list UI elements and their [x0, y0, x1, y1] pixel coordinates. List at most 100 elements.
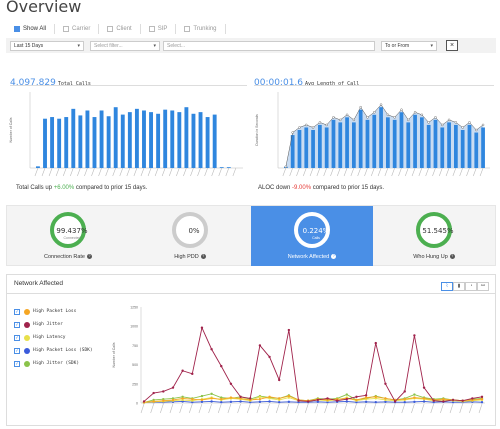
bar	[406, 122, 411, 168]
legend-item[interactable]: ✓ High Jitter	[14, 318, 93, 331]
x-tick-label	[350, 167, 355, 177]
help-icon[interactable]: ?	[331, 254, 337, 260]
series-point	[162, 390, 165, 393]
x-tick-label	[48, 167, 53, 177]
series-point	[364, 394, 368, 397]
series-point	[364, 400, 368, 404]
bar	[149, 112, 153, 168]
legend-item[interactable]: ✓ High Latency	[14, 331, 93, 344]
bar	[99, 110, 104, 168]
bar	[372, 114, 377, 168]
bar	[142, 110, 146, 168]
clear-filter-button[interactable]: ×	[446, 40, 458, 51]
bar	[358, 109, 363, 168]
x-tick-label	[147, 167, 152, 177]
series-point	[403, 397, 406, 401]
period-select[interactable]: Last 15 Days ▾	[10, 41, 84, 51]
x-tick-label	[343, 167, 348, 177]
series-point	[480, 395, 484, 399]
kpi-value: 51.545%	[422, 227, 454, 235]
x-tick-label	[208, 403, 212, 414]
kpi-label: High PDD?	[129, 254, 251, 260]
tab-trunking[interactable]: Trunking	[176, 24, 226, 34]
series-point	[200, 394, 204, 398]
bar	[440, 127, 445, 168]
filter-select[interactable]: Select filter... ▾	[90, 41, 160, 51]
prior-point	[413, 111, 417, 114]
tab-carrier[interactable]: Carrier	[55, 24, 100, 34]
series-point	[287, 394, 291, 398]
x-tick-label	[295, 403, 299, 414]
help-icon[interactable]: ?	[86, 254, 92, 260]
x-tick-label	[357, 167, 361, 177]
checkbox-icon[interactable]: ✓	[14, 360, 20, 367]
x-tick-label	[384, 167, 389, 177]
bar-chart-icon[interactable]: ▮	[453, 282, 465, 291]
checkbox-icon[interactable]: ✓	[14, 347, 20, 354]
x-tick-label	[370, 167, 375, 177]
kpi-network-affected[interactable]: 0.224% Calls Network Affected?	[251, 206, 373, 266]
help-icon[interactable]: ?	[200, 254, 206, 260]
direction-select[interactable]: To or From ▾	[381, 41, 437, 51]
value-select[interactable]: Select...	[163, 41, 375, 51]
series-point	[229, 396, 233, 399]
x-tick-label	[302, 167, 307, 177]
prior-point	[345, 113, 349, 116]
prior-point	[434, 116, 437, 119]
checkbox-icon[interactable]: ✓	[14, 308, 20, 315]
x-tick-label	[55, 167, 60, 177]
checkbox-icon[interactable]: ✓	[14, 334, 20, 341]
link-icon[interactable]: ⚯	[477, 282, 489, 291]
tab-client[interactable]: Client	[99, 24, 141, 34]
legend-item[interactable]: ✓ High Jitter (SDK)	[14, 357, 93, 370]
prior-period-line	[285, 104, 484, 167]
legend-item[interactable]: ✓ High Packet Loss	[14, 305, 93, 318]
x-tick-label	[256, 403, 261, 414]
network-affected-legend: ✓ High Packet Loss ✓ High Jitter ✓ High Laten…	[14, 305, 93, 370]
legend-color-dot	[24, 321, 30, 328]
bar	[57, 118, 62, 168]
x-tick-label	[466, 167, 470, 177]
series-point	[287, 328, 291, 332]
x-tick-label	[275, 403, 280, 414]
page-title: Overview	[6, 0, 82, 16]
x-tick-label	[362, 403, 367, 414]
kpi-label-text: Connection Rate	[44, 254, 85, 260]
x-tick-label	[225, 167, 230, 177]
total-calls-chart: Number of Calls	[9, 92, 243, 177]
kpi-high-pdd[interactable]: 0% High PDD?	[129, 206, 251, 266]
tab-label: Trunking	[193, 26, 217, 32]
x-tick-label	[398, 167, 402, 177]
bar	[474, 132, 479, 168]
prior-point	[454, 121, 458, 124]
prior-period-area	[285, 104, 484, 168]
tab-sip[interactable]: SIP	[141, 24, 177, 34]
x-tick-label	[432, 167, 436, 177]
prior-point	[441, 123, 444, 127]
legend-item[interactable]: ✓ High Packet Loss (SDK)	[14, 344, 93, 357]
total-calls-panel: 4,097,829 Total Calls Number of Calls Tot…	[6, 70, 249, 198]
series-point	[258, 344, 262, 347]
help-icon[interactable]: ?	[449, 254, 455, 260]
aloc-header: 00:00:01.6 Avg Length of Call	[254, 72, 359, 90]
prior-point	[379, 103, 383, 106]
kpi-connection-rate[interactable]: 99.437% Connected Connection Rate?	[7, 206, 129, 266]
series-point	[278, 397, 281, 400]
series-point	[258, 397, 262, 401]
series-point	[374, 401, 377, 404]
prior-point	[393, 116, 396, 119]
checkbox-icon[interactable]: ✓	[14, 321, 20, 328]
legend-color-dot	[24, 347, 30, 354]
pie-chart-icon[interactable]: ◔	[465, 282, 477, 291]
prior-point	[305, 123, 308, 127]
x-tick-label	[211, 167, 215, 177]
prior-point	[366, 116, 369, 119]
kpi-who-hung-up[interactable]: 51.545% Who Hung Up?	[373, 206, 495, 266]
kpi-value: 99.437%	[56, 227, 88, 235]
x-tick-label	[323, 167, 327, 177]
line-chart-icon[interactable]: ⌇	[441, 282, 453, 291]
y-tick-label: 1000	[130, 325, 138, 329]
series-point	[480, 401, 484, 404]
tab-show-all[interactable]: Show All	[6, 24, 56, 34]
bar	[177, 112, 182, 168]
